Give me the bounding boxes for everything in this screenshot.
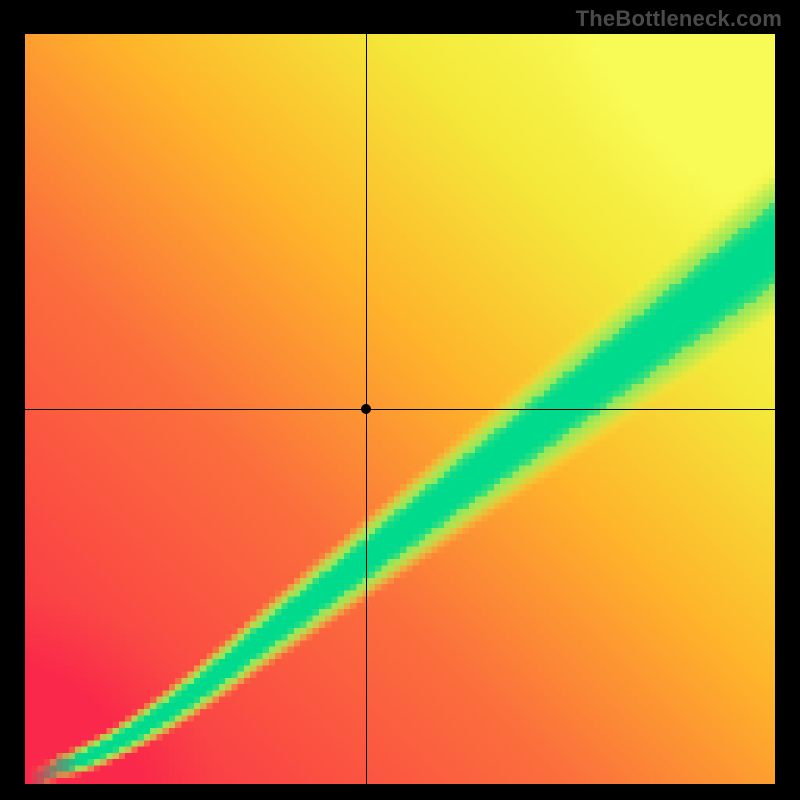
watermark-text: TheBottleneck.com xyxy=(576,6,782,32)
crosshair-horizontal xyxy=(25,409,775,410)
crosshair-marker xyxy=(361,404,371,414)
chart-stage: TheBottleneck.com xyxy=(0,0,800,800)
